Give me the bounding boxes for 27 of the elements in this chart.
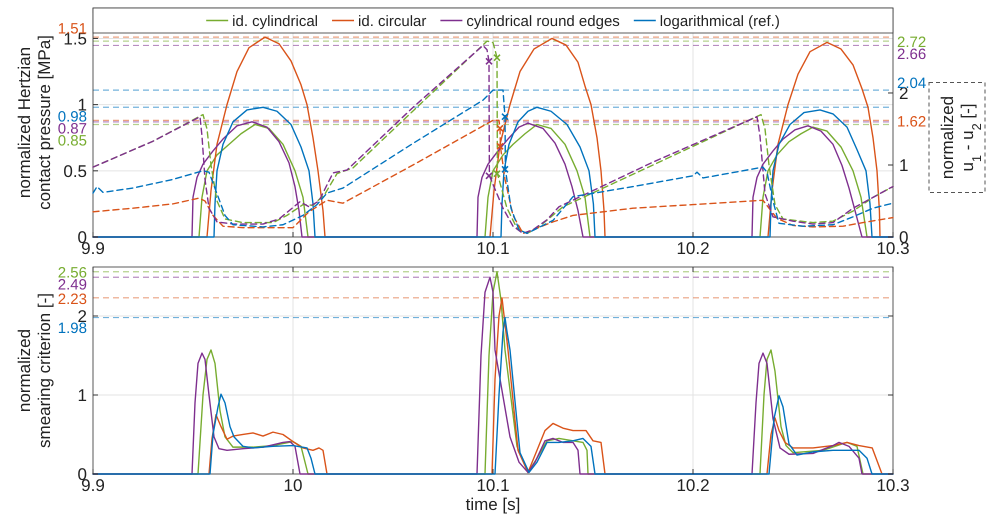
point (496, 124, 504, 132)
point (485, 57, 493, 66)
ref-line-label: 1.62 (897, 113, 926, 130)
x-tick-label: 10 (284, 239, 302, 258)
y-tick-label: 0.5 (63, 162, 87, 181)
legend-label: cylindrical round edges (466, 13, 620, 30)
y-tick-label: 1 (78, 386, 87, 405)
x-tick-label: 10 (284, 476, 302, 495)
y2-tick-label: 1 (899, 156, 908, 175)
point (501, 166, 509, 174)
y-axis-title: normalized smearing criterion [-] (15, 293, 54, 448)
legend-label: logarithmical (ref.) (660, 13, 780, 30)
x-tick-label: 10.1 (476, 239, 510, 258)
y-axis-title: normalized Hertzian contact pressure [MPa] (15, 35, 54, 210)
x-axis-title: time [s] (466, 495, 520, 514)
x-tick-label: 10.1 (476, 476, 510, 495)
point (493, 54, 501, 62)
legend-label: id. circular (358, 13, 426, 30)
point (485, 172, 493, 180)
ref-line-label: 2.23 (58, 290, 87, 308)
x-tick-label: 10.2 (676, 476, 710, 495)
point (496, 142, 504, 150)
point (493, 170, 501, 178)
legend-label: id. cylindrical (232, 13, 318, 30)
point (501, 112, 509, 121)
x-tick-label: 10.2 (676, 239, 710, 258)
x-tick-label: 10.3 (876, 476, 910, 495)
